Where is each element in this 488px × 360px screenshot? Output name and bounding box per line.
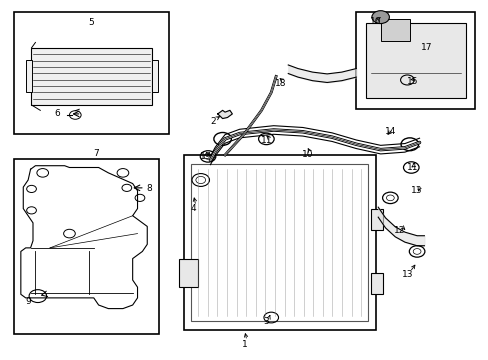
Circle shape (371, 11, 388, 23)
Text: 3: 3 (263, 316, 269, 325)
Bar (366, 23, 465, 98)
Text: 6: 6 (54, 109, 60, 118)
Bar (152, 60, 158, 93)
Text: 9: 9 (25, 297, 31, 306)
Bar (14, 12, 169, 134)
Bar (356, 12, 474, 109)
Bar (370, 208, 382, 230)
Text: 13: 13 (401, 270, 412, 279)
Bar (191, 164, 368, 321)
Text: 8: 8 (146, 184, 152, 193)
Text: 10: 10 (302, 150, 313, 159)
Text: 18: 18 (275, 79, 286, 88)
Text: 16: 16 (369, 17, 381, 26)
Polygon shape (217, 111, 232, 118)
Text: 19: 19 (200, 152, 211, 161)
Bar (380, 19, 409, 41)
Bar (370, 273, 382, 294)
Text: 7: 7 (93, 149, 99, 158)
Text: 12: 12 (394, 225, 405, 234)
Text: 17: 17 (420, 43, 432, 52)
Text: 14: 14 (384, 127, 395, 136)
Text: 1: 1 (241, 340, 247, 349)
Text: 5: 5 (88, 18, 94, 27)
Text: 11: 11 (260, 136, 272, 145)
Text: 4: 4 (190, 204, 196, 213)
Text: 13: 13 (410, 186, 422, 195)
Text: 15: 15 (406, 77, 417, 86)
Bar (179, 258, 198, 287)
Bar (183, 155, 375, 330)
Bar (14, 158, 159, 334)
Bar (26, 60, 31, 93)
Bar (30, 48, 152, 105)
Text: 11: 11 (406, 163, 417, 172)
Text: 2: 2 (210, 117, 215, 126)
